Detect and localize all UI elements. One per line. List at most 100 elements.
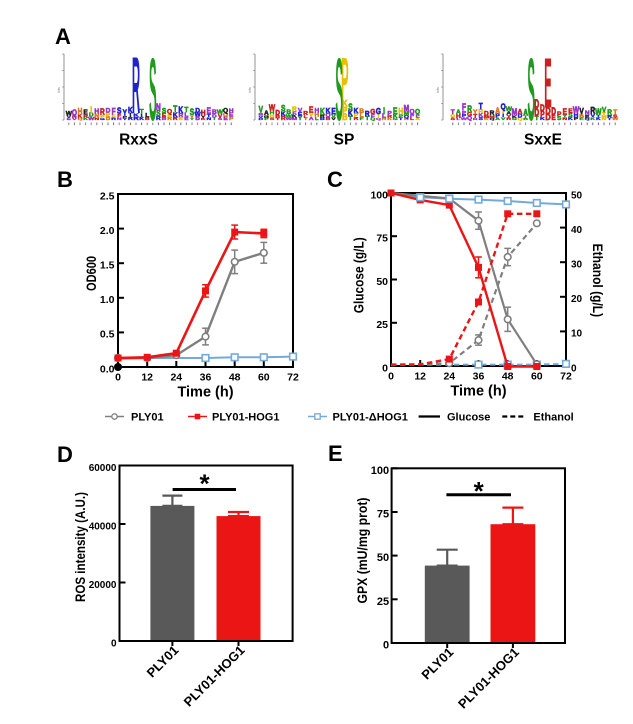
svg-text:Q: Q bbox=[370, 117, 375, 121]
svg-text:L: L bbox=[410, 117, 415, 122]
svg-text:M: M bbox=[601, 115, 607, 119]
svg-text:30: 30 bbox=[571, 260, 583, 271]
svg-text:E: E bbox=[223, 117, 227, 122]
svg-text:T: T bbox=[276, 118, 280, 121]
svg-text:B: B bbox=[275, 115, 280, 120]
svg-text:P: P bbox=[100, 115, 105, 120]
svg-text:F: F bbox=[371, 114, 376, 119]
svg-text:E: E bbox=[585, 115, 590, 120]
svg-text:P: P bbox=[574, 117, 579, 122]
svg-text:Q: Q bbox=[77, 118, 82, 121]
svg-text:W: W bbox=[88, 117, 95, 122]
svg-text:40: 40 bbox=[571, 225, 583, 236]
svg-text:G: G bbox=[264, 115, 269, 119]
svg-text:S: S bbox=[568, 113, 572, 118]
svg-text:1.0: 1.0 bbox=[100, 294, 115, 306]
svg-text:B: B bbox=[359, 108, 364, 115]
svg-text:B: B bbox=[579, 114, 584, 119]
svg-text:H: H bbox=[404, 118, 409, 121]
svg-text:P: P bbox=[462, 110, 467, 115]
svg-text:V: V bbox=[331, 117, 336, 121]
svg-text:W: W bbox=[66, 111, 73, 118]
svg-text:D: D bbox=[551, 105, 556, 117]
svg-text:T: T bbox=[173, 104, 177, 114]
svg-text:T: T bbox=[473, 114, 477, 119]
svg-text:B: B bbox=[320, 117, 325, 121]
svg-text:R: R bbox=[292, 106, 297, 113]
svg-text:S: S bbox=[557, 116, 561, 121]
svg-text:0.5: 0.5 bbox=[100, 329, 115, 341]
svg-text:0: 0 bbox=[111, 638, 117, 649]
svg-text:S: S bbox=[335, 41, 343, 139]
svg-text:D: D bbox=[534, 106, 539, 118]
svg-text:K: K bbox=[173, 112, 178, 119]
svg-text:B: B bbox=[162, 117, 167, 122]
svg-text:S: S bbox=[451, 117, 456, 121]
svg-text:E: E bbox=[309, 105, 313, 115]
svg-text:N: N bbox=[585, 111, 590, 116]
svg-text:R: R bbox=[303, 111, 308, 118]
svg-text:D: D bbox=[275, 110, 280, 117]
svg-text:B: B bbox=[258, 113, 263, 117]
svg-text:75: 75 bbox=[377, 509, 389, 521]
svg-text:K: K bbox=[354, 108, 360, 115]
svg-text:R: R bbox=[607, 109, 612, 116]
svg-text:R: R bbox=[490, 110, 495, 117]
svg-text:R: R bbox=[132, 42, 140, 132]
svg-text:V: V bbox=[259, 116, 264, 120]
svg-text:N: N bbox=[156, 102, 161, 112]
svg-text:12: 12 bbox=[414, 371, 426, 383]
svg-text:H: H bbox=[270, 111, 275, 116]
svg-text:0: 0 bbox=[382, 362, 388, 374]
svg-text:60: 60 bbox=[531, 371, 543, 383]
svg-text:K: K bbox=[133, 113, 139, 118]
svg-text:F: F bbox=[292, 111, 297, 116]
svg-text:0: 0 bbox=[388, 371, 394, 383]
svg-text:C: C bbox=[327, 167, 343, 192]
svg-text:bits: bits bbox=[57, 87, 61, 93]
svg-text:R: R bbox=[506, 117, 511, 121]
svg-text:D: D bbox=[545, 113, 551, 122]
svg-text:V: V bbox=[591, 114, 596, 119]
svg-text:H: H bbox=[314, 113, 319, 118]
svg-text:Y: Y bbox=[123, 118, 128, 121]
svg-text:0.0: 0.0 bbox=[100, 363, 115, 375]
svg-text:T: T bbox=[365, 116, 369, 121]
svg-text:W: W bbox=[595, 107, 602, 117]
svg-text:10: 10 bbox=[571, 329, 583, 340]
svg-text:K: K bbox=[201, 118, 206, 121]
svg-text:R: R bbox=[178, 113, 183, 118]
svg-text:E: E bbox=[298, 112, 302, 117]
svg-text:V: V bbox=[298, 108, 302, 113]
svg-text:W: W bbox=[506, 106, 512, 113]
svg-text:Q: Q bbox=[517, 117, 522, 121]
svg-text:M: M bbox=[512, 107, 518, 117]
svg-text:SxxE: SxxE bbox=[524, 132, 562, 149]
svg-text:V: V bbox=[501, 117, 506, 121]
svg-text:S: S bbox=[270, 117, 275, 121]
svg-text:PLY01-HOG1: PLY01-HOG1 bbox=[212, 412, 279, 424]
svg-text:P: P bbox=[462, 114, 467, 119]
svg-text:K: K bbox=[178, 105, 183, 115]
svg-text:R: R bbox=[167, 117, 172, 122]
svg-text:E: E bbox=[184, 117, 189, 122]
svg-text:P: P bbox=[399, 114, 404, 119]
svg-text:R: R bbox=[365, 111, 370, 118]
svg-text:T: T bbox=[140, 109, 144, 116]
svg-text:E: E bbox=[179, 117, 184, 122]
svg-text:Q: Q bbox=[467, 116, 473, 121]
svg-text:P: P bbox=[229, 117, 234, 122]
svg-text:H: H bbox=[398, 106, 403, 116]
svg-text:E: E bbox=[67, 118, 72, 121]
svg-text:P: P bbox=[264, 118, 269, 122]
svg-text:K: K bbox=[281, 111, 286, 118]
svg-text:K: K bbox=[83, 117, 88, 121]
svg-text:L: L bbox=[304, 115, 309, 119]
svg-text:R: R bbox=[382, 118, 387, 122]
svg-text:B: B bbox=[195, 116, 200, 121]
svg-text:N: N bbox=[117, 117, 122, 121]
svg-text:Glucose (g/L): Glucose (g/L) bbox=[352, 237, 367, 313]
svg-text:S: S bbox=[479, 117, 484, 122]
svg-text:L: L bbox=[315, 117, 320, 122]
svg-text:Q: Q bbox=[72, 108, 77, 118]
